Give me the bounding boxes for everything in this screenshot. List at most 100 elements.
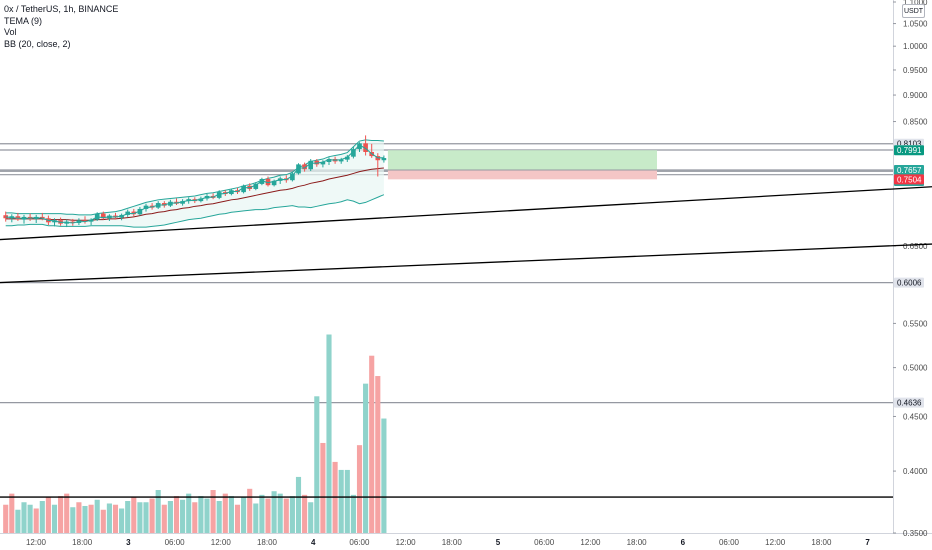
candle-body: [296, 164, 301, 174]
volume-bar: [180, 499, 186, 533]
hline-price-tag-bg: [894, 277, 924, 288]
volume-bar: [149, 498, 155, 533]
volume-bar: [375, 376, 381, 533]
position-target-zone: [387, 150, 657, 170]
volume-bar: [173, 496, 180, 533]
time-axis-label: 06:00: [349, 538, 370, 547]
hline-price-tag: 0.6006: [897, 279, 922, 288]
volume-bar: [350, 494, 356, 533]
volume-bar: [247, 488, 253, 533]
time-axis-label: 12:00: [26, 538, 47, 547]
candle-body: [216, 192, 222, 198]
hline-price-tag: 0.8103: [897, 140, 922, 149]
price-scale-label: 0.8500: [903, 118, 928, 127]
volume-bar: [204, 498, 210, 533]
volume-bar: [234, 504, 241, 533]
price-scale-label: 0.9500: [903, 66, 928, 75]
legend-bb[interactable]: BB (20, close, 2): [4, 38, 71, 49]
time-axis-label: 4: [311, 538, 316, 547]
volume-bar: [64, 493, 70, 533]
volume-bar: [198, 496, 204, 533]
volume-bar: [320, 442, 326, 533]
candle-body: [338, 159, 344, 162]
volume-bar: [253, 503, 259, 533]
bb-lower-line: [5, 194, 385, 228]
candle-body: [198, 198, 204, 202]
position-stop-zone: [387, 169, 657, 180]
legend-tema[interactable]: TEMA (9): [4, 15, 43, 26]
volume-bar: [137, 502, 143, 533]
volume-bar: [186, 493, 192, 533]
volume-bar: [155, 490, 161, 533]
price-scale-label: 0.6500: [903, 242, 928, 251]
hline-price-tag: 0.4636: [897, 399, 922, 408]
volume-bar: [192, 502, 198, 533]
volume-bar: [88, 504, 94, 533]
volume-bar: [15, 509, 21, 533]
time-axis-label: 18:00: [627, 538, 648, 547]
price-scale: [893, 0, 932, 550]
bb-basis-line: [5, 167, 384, 221]
volume-bar: [210, 490, 216, 533]
price-scale-label: 0.5000: [903, 364, 928, 373]
tema-line: [5, 144, 384, 224]
volume-bar: [143, 502, 149, 533]
price-scale-label: 1.0500: [903, 20, 928, 29]
volume-bar: [283, 498, 289, 533]
time-axis-label: 12:00: [580, 538, 601, 547]
time-axis-label: 3: [126, 538, 131, 547]
price-scale-label: 1.0000: [903, 42, 928, 51]
candle-body: [229, 190, 234, 195]
currency-button[interactable]: USDT: [902, 4, 925, 18]
volume-bar: [9, 493, 15, 533]
candle-body: [344, 156, 350, 160]
bb-upper-line: [5, 139, 384, 216]
candle-body: [3, 215, 9, 219]
time-axis-label: 5: [496, 538, 501, 547]
time-axis-label: 6: [681, 538, 686, 547]
volume-bar: [21, 502, 27, 533]
volume-bar: [222, 493, 228, 533]
price-scale-label: 0.4000: [903, 467, 928, 476]
stop-price-tag: 0.7504: [897, 175, 922, 184]
volume-bar: [241, 497, 247, 533]
volume-bar: [70, 507, 76, 533]
volume-bar: [314, 396, 320, 533]
time-axis-label: 18:00: [257, 538, 278, 547]
candle-body: [168, 201, 173, 206]
volume-bar: [51, 504, 58, 533]
time-axis-label: 06:00: [165, 538, 186, 547]
volume-bar: [161, 504, 167, 533]
volume-bar: [100, 509, 106, 533]
legend-vol[interactable]: Vol: [4, 27, 17, 37]
target-price-tag: 0.7991: [897, 146, 922, 155]
candle-body: [290, 173, 295, 181]
volume-bar: [216, 501, 222, 533]
time-axis-label: 18:00: [442, 538, 463, 547]
plot-area: [0, 0, 893, 533]
price-scale-label: 0.3500: [903, 529, 928, 538]
time-axis-label: 12:00: [396, 538, 417, 547]
price-scale-label: 0.4500: [903, 412, 928, 421]
volume-bar: [94, 499, 100, 533]
hline-price-tag-bg: [894, 397, 924, 408]
volume-bar: [131, 497, 137, 533]
time-axis-label: 12:00: [765, 538, 786, 547]
candle-body: [320, 162, 326, 165]
candle-body: [180, 201, 185, 204]
time-axis-label: 06:00: [719, 538, 740, 547]
candle-body: [253, 183, 259, 189]
candle-body: [381, 158, 387, 161]
volume-bar: [381, 418, 387, 533]
volume-bar: [228, 496, 234, 533]
volume-bar: [39, 501, 45, 533]
candle-body: [357, 143, 362, 150]
bb-fill: [5, 139, 384, 228]
volume-bar: [3, 504, 9, 533]
candle-body: [363, 143, 368, 152]
time-axis-label: 06:00: [534, 538, 555, 547]
volume-bar: [106, 503, 112, 533]
entry-price-tag-bg: [894, 164, 924, 175]
